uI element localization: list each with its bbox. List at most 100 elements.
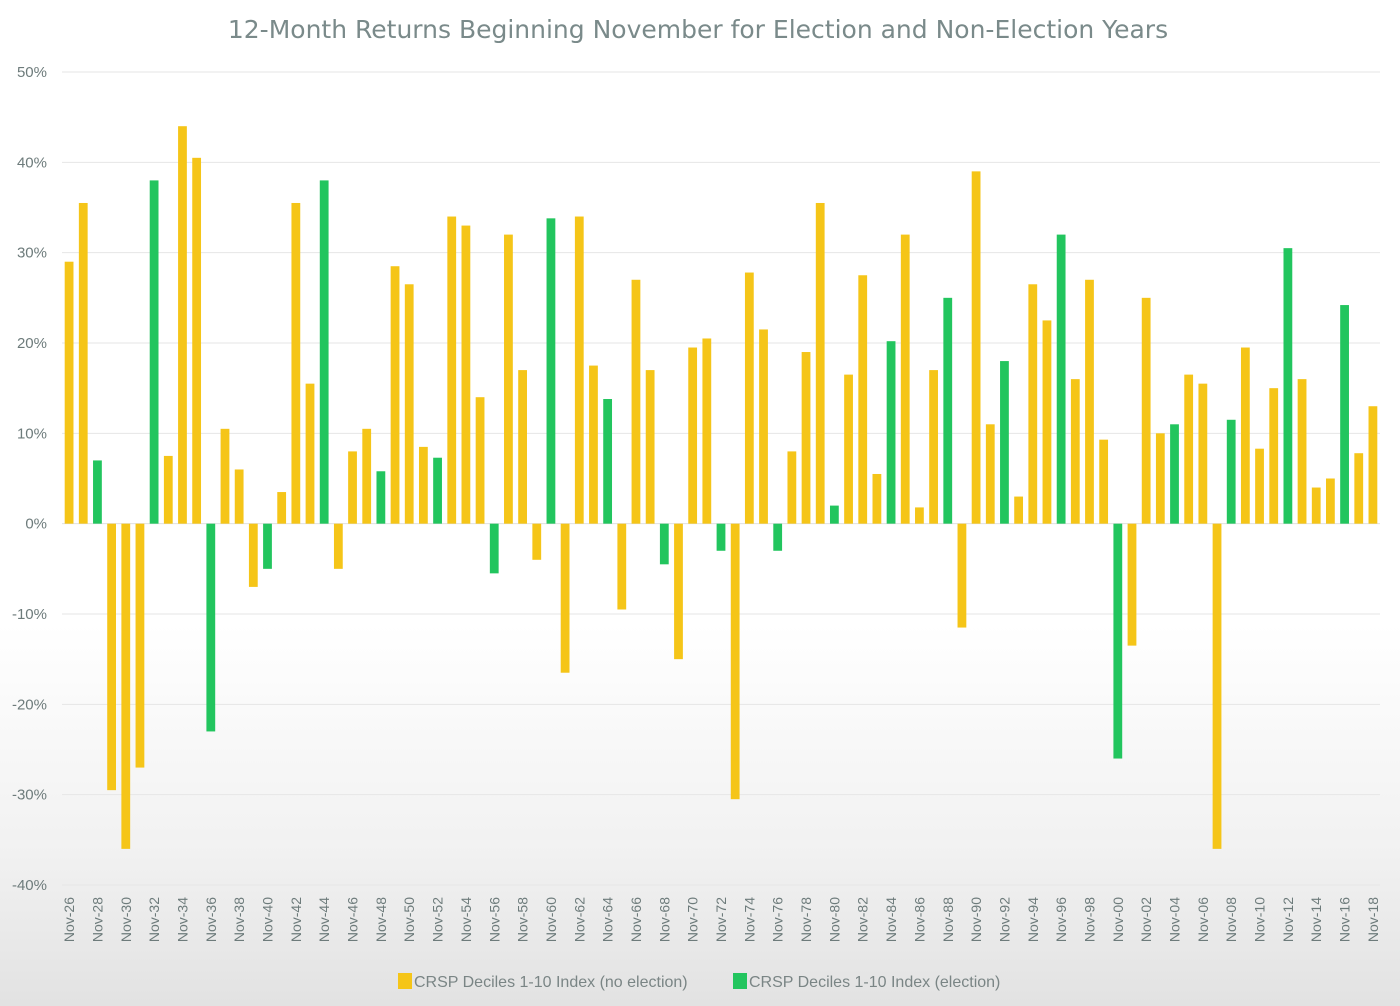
x-tick-label: Nov-26 [61, 897, 77, 942]
x-tick-label: Nov-00 [1110, 897, 1126, 942]
bar-no-election [1085, 279, 1094, 524]
bar-no-election [730, 523, 740, 800]
x-tick-label: Nov-04 [1167, 897, 1183, 942]
bar-no-election [759, 329, 768, 524]
x-tick-label: Nov-02 [1138, 897, 1154, 942]
bar-election [829, 505, 839, 524]
bar-no-election [135, 523, 145, 768]
bar-no-election [1240, 347, 1250, 524]
legend: CRSP Deciles 1-10 Index (no election) CR… [398, 973, 1000, 991]
bar-no-election [78, 202, 88, 524]
x-tick-label: Nov-82 [855, 897, 871, 942]
bar-election [659, 523, 669, 565]
x-tick-label: Nov-10 [1252, 897, 1268, 942]
x-tick-label: Nov-78 [798, 897, 814, 942]
y-tick-label: -40% [12, 877, 47, 894]
x-tick-label: Nov-80 [826, 897, 842, 942]
bar-no-election [1184, 374, 1194, 524]
x-tick-label: Nov-76 [770, 897, 786, 942]
x-tick-label: Nov-96 [1053, 897, 1069, 942]
bar-election [1000, 361, 1009, 524]
bar-no-election [248, 523, 258, 587]
x-tick-label: Nov-46 [345, 897, 361, 942]
x-tick-label: Nov-66 [628, 897, 644, 942]
y-tick-label: 0% [25, 516, 47, 533]
bar-election [206, 523, 216, 732]
x-tick-label: Nov-68 [656, 897, 672, 942]
bar-no-election [674, 523, 683, 660]
bar-election [1340, 305, 1349, 524]
x-tick-label: Nov-94 [1025, 897, 1041, 942]
x-tick-label: Nov-18 [1365, 897, 1381, 942]
bar-election [1056, 234, 1066, 524]
x-tick-label: Nov-72 [713, 897, 729, 942]
bar-no-election [1269, 388, 1279, 524]
bar-election [376, 471, 386, 524]
x-tick-label: Nov-40 [259, 897, 275, 942]
x-tick-label: Nov-34 [174, 897, 190, 942]
bar-no-election [1354, 453, 1364, 524]
bar-no-election [121, 523, 131, 849]
bar-no-election [178, 126, 187, 524]
x-tick-label: Nov-42 [288, 897, 304, 942]
bar-no-election [404, 284, 414, 524]
bar-election [319, 180, 329, 524]
bar-no-election [390, 266, 400, 524]
x-axis-ticks: Nov-26 Nov-28 Nov-30 Nov-32 Nov-34 Nov-36 Nov-… [61, 897, 1381, 942]
legend-swatch-election [733, 973, 747, 989]
x-tick-label: Nov-44 [316, 897, 332, 942]
x-tick-label: Nov-52 [430, 897, 446, 942]
bar-no-election [64, 261, 74, 524]
bar-no-election [461, 225, 471, 524]
x-tick-label: Nov-32 [146, 897, 162, 942]
bar-no-election [815, 202, 825, 524]
x-tick-label: Nov-38 [231, 897, 247, 942]
x-tick-label: Nov-92 [996, 897, 1012, 942]
bar-no-election [1212, 523, 1222, 849]
bar-no-election [418, 446, 428, 524]
bar-no-election [518, 370, 527, 524]
bar-no-election [1155, 433, 1165, 524]
x-tick-label: Nov-84 [883, 897, 899, 942]
bar-no-election [1014, 496, 1024, 524]
bar-no-election [1141, 297, 1151, 524]
bar-no-election [985, 424, 995, 524]
x-tick-label: Nov-54 [458, 897, 474, 942]
bar-no-election [702, 338, 712, 524]
bar-no-election [1099, 439, 1109, 524]
bar-no-election [900, 234, 910, 524]
bar-election [546, 218, 556, 524]
x-tick-label: Nov-74 [741, 897, 757, 942]
x-tick-label: Nov-48 [373, 897, 389, 942]
legend-label-no-election: CRSP Deciles 1-10 Index (no election) [414, 974, 688, 991]
y-tick-label: -30% [12, 787, 47, 804]
bar-no-election [348, 451, 357, 524]
bar-no-election [1255, 448, 1264, 524]
bar-no-election [107, 523, 116, 791]
bar-election [716, 523, 726, 551]
bar-election [489, 523, 499, 574]
y-tick-label: 30% [17, 245, 47, 262]
x-tick-label: Nov-62 [571, 897, 587, 942]
x-tick-label: Nov-90 [968, 897, 984, 942]
bar-no-election [192, 157, 202, 524]
bar-no-election [277, 492, 287, 524]
x-tick-label: Nov-86 [911, 897, 927, 942]
bar-no-election [1042, 320, 1052, 524]
bar-no-election [915, 507, 924, 524]
y-tick-label: 10% [17, 425, 47, 442]
bar-no-election [858, 275, 868, 524]
bar-no-election [504, 234, 513, 524]
x-tick-label: Nov-36 [203, 897, 219, 942]
bar-no-election [1326, 478, 1335, 524]
bar-no-election [957, 523, 967, 628]
x-tick-label: Nov-56 [486, 897, 502, 942]
bar-no-election [362, 428, 372, 524]
bar-no-election [1368, 406, 1378, 524]
bar-no-election [844, 374, 853, 524]
y-axis-ticks: 50% 40% 30% 20% 10% 0% -10% -20% -30% -40% [12, 64, 47, 894]
bar-no-election [305, 383, 315, 524]
y-tick-label: -20% [12, 696, 47, 713]
bar-no-election [1297, 379, 1307, 524]
